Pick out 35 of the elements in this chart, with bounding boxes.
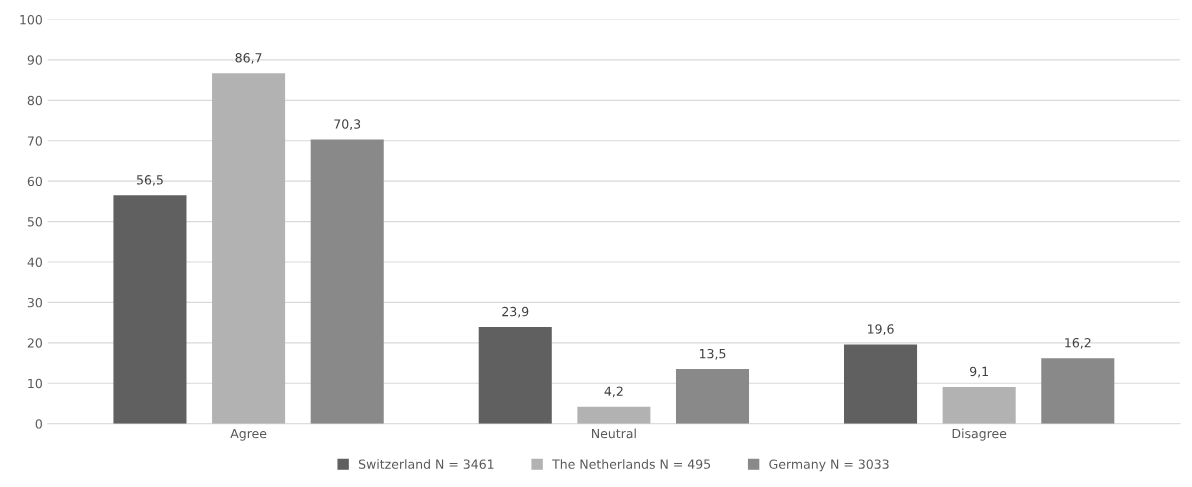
x-tick-label: Disagree — [952, 428, 1007, 441]
data-label: 16,2 — [1065, 338, 1091, 349]
y-tick-label: 60 — [27, 176, 42, 187]
data-label: 19,6 — [868, 324, 894, 335]
y-tick-label: 90 — [27, 55, 42, 65]
bar — [113, 195, 187, 424]
legend-label: The Netherlands N = 495 — [552, 459, 711, 469]
y-tick-label: 40 — [27, 257, 42, 267]
bar — [1041, 358, 1115, 424]
data-label: 86,7 — [235, 53, 262, 64]
y-tick-label: 30 — [27, 297, 42, 308]
bar — [478, 327, 552, 424]
y-tick-label: 100 — [20, 14, 42, 25]
bar — [675, 369, 750, 424]
y-tick-label: 80 — [27, 95, 42, 106]
data-label: 56,5 — [137, 175, 163, 186]
data-label: 23,9 — [502, 306, 529, 318]
x-tick-label: Agree — [230, 428, 267, 441]
data-label: 9,1 — [970, 366, 988, 378]
bar — [310, 139, 384, 424]
y-tick-label: 70 — [27, 136, 42, 146]
y-tick-label: 50 — [27, 217, 42, 227]
data-label: 13,5 — [699, 348, 726, 360]
x-tick-label: Neutral — [592, 428, 636, 439]
bar — [942, 386, 1016, 424]
bar — [212, 73, 286, 424]
y-tick-label: 20 — [27, 338, 42, 348]
legend-label: Switzerland N = 3461 — [358, 459, 494, 469]
legend-label: Germany N = 3033 — [769, 459, 889, 472]
data-label: 4,2 — [604, 386, 623, 398]
bar — [577, 406, 651, 424]
y-tick-label: 0 — [35, 419, 42, 429]
y-tick-label: 10 — [28, 378, 42, 389]
bar — [844, 344, 918, 424]
data-label: 70,3 — [334, 119, 361, 131]
